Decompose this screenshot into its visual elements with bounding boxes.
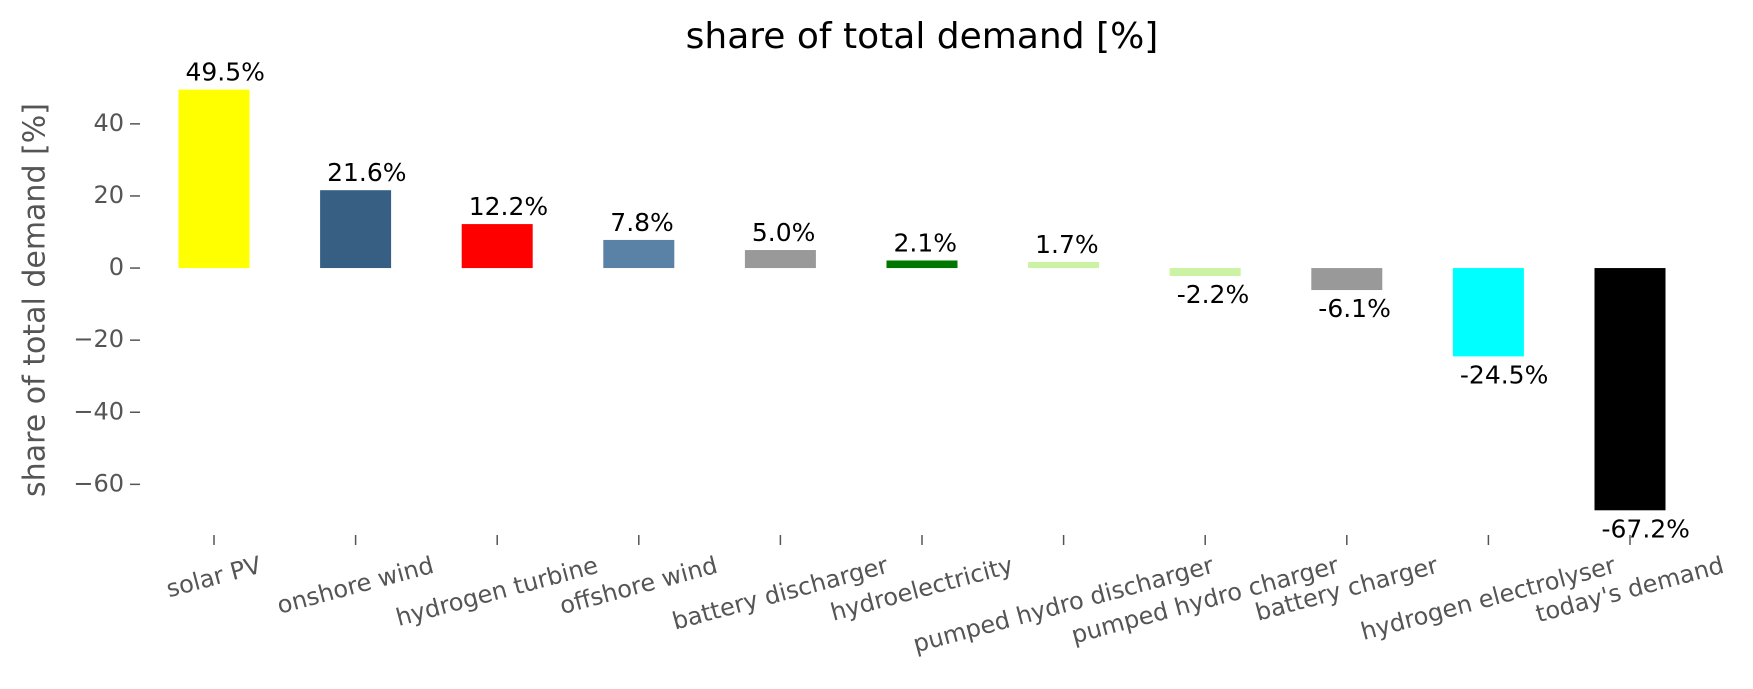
y-tick-label: −20 [73,325,124,353]
bar [178,89,250,269]
value-label: 7.8% [610,208,674,237]
y-tick-label: 40 [93,109,124,137]
value-label: 2.1% [894,228,958,257]
bar [886,260,958,269]
y-tick-label: 20 [93,181,124,209]
value-label: 5.0% [752,218,816,247]
bar [1028,261,1100,269]
value-label: 1.7% [1035,230,1099,259]
bar [1311,268,1383,291]
bar [744,250,816,269]
bar [320,190,392,269]
y-tick-label: 0 [109,253,124,281]
y-axis-label: share of total demand [%] [18,103,53,497]
value-label: -2.2% [1177,280,1250,309]
y-tick-label: −60 [73,469,124,497]
value-label: -67.2% [1602,514,1690,543]
value-label: 12.2% [469,192,548,221]
value-label: -24.5% [1460,360,1548,389]
y-tick-label: −40 [73,397,124,425]
x-tick-label: solar PV [163,551,264,603]
value-label: 49.5% [186,58,265,87]
value-label: -6.1% [1318,294,1391,323]
value-label: 21.6% [327,158,406,187]
bar [1594,268,1666,511]
bar [1169,268,1241,276]
bar [1452,268,1524,357]
bar [603,239,675,269]
chart-title: share of total demand [%] [686,16,1159,57]
bar [461,224,533,269]
